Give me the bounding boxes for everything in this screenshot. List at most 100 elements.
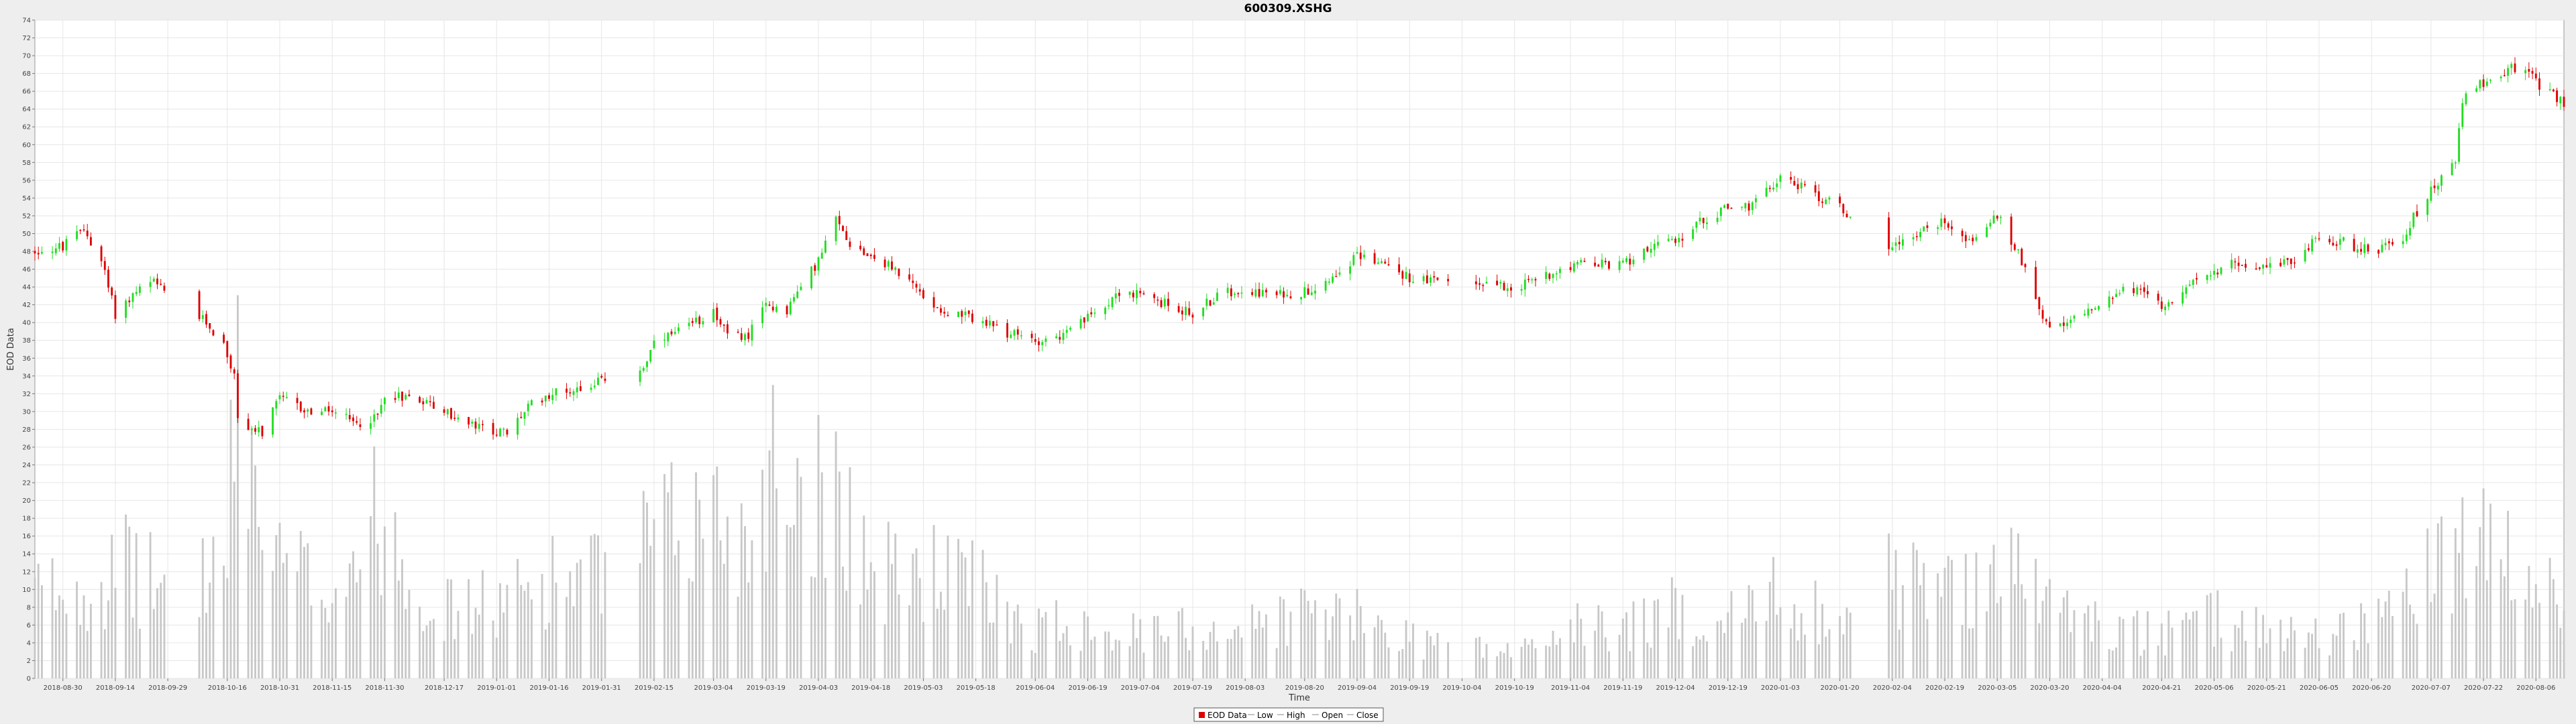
candle-down: [1209, 300, 1212, 306]
candle-up: [1825, 199, 1827, 204]
candle-down: [2335, 244, 2338, 246]
volume-bar: [65, 613, 68, 678]
candle-up: [1020, 335, 1022, 337]
y-tick-label: 30: [22, 408, 31, 416]
volume-bar: [1601, 611, 1603, 678]
candle-up: [981, 321, 984, 324]
candle-down: [1426, 275, 1428, 284]
candle-up: [2304, 249, 2306, 261]
candle-up: [1975, 237, 1978, 241]
candle-down: [698, 316, 701, 324]
candle-up: [517, 418, 519, 435]
candle-up: [789, 302, 792, 314]
volume-bar: [2454, 528, 2457, 678]
x-tick-label: 2019-04-18: [851, 684, 890, 692]
candle-up: [1621, 260, 1624, 263]
volume-bar: [569, 571, 572, 678]
candle-up: [576, 387, 578, 393]
volume-bar: [2563, 611, 2565, 678]
volume-bar: [114, 587, 117, 678]
candle-down: [2041, 310, 2044, 319]
candle-up: [1163, 298, 1166, 307]
volume-bar: [2241, 611, 2243, 678]
candle-down: [1090, 312, 1093, 314]
candle-down: [985, 320, 987, 326]
volume-bar: [820, 472, 823, 678]
volume-bar: [1412, 623, 1414, 678]
volume-bar: [2045, 586, 2047, 678]
candle-down: [1474, 281, 1477, 284]
candle-up: [810, 266, 813, 289]
candle-down: [1230, 288, 1232, 296]
candle-up: [695, 317, 697, 322]
candle-up: [275, 401, 278, 409]
volume-bar: [971, 540, 973, 678]
volume-bar: [2182, 619, 2184, 678]
candle-down: [1307, 288, 1309, 295]
volume-bar: [527, 582, 529, 678]
volume-bar: [2059, 612, 2061, 678]
candle-down: [163, 286, 166, 291]
candle-down: [1510, 287, 1512, 291]
x-axis-label: Time: [1288, 693, 1310, 703]
y-tick-label: 72: [22, 35, 31, 42]
candle-down: [331, 410, 333, 412]
volume-bar: [2122, 619, 2125, 678]
volume-bar: [492, 620, 494, 678]
candle-up: [678, 327, 680, 332]
volume-bar: [1772, 556, 1774, 678]
x-tick-label: 2019-10-19: [1495, 684, 1534, 692]
candle-up: [2412, 212, 2415, 227]
volume-bar: [1108, 631, 1110, 678]
candle-up: [2458, 128, 2461, 162]
candle-down: [940, 308, 942, 313]
legend-label-eod: EOD Data: [1208, 711, 1247, 720]
volume-bar: [1790, 628, 1792, 678]
candle-down: [1006, 323, 1009, 338]
candle-down: [1482, 285, 1485, 286]
candle-up: [40, 251, 43, 254]
x-gridlines: [62, 20, 2536, 678]
volume-bar: [100, 582, 103, 678]
candle-up: [1349, 266, 1352, 274]
volume-bar: [1719, 620, 1722, 678]
candle-up: [2409, 228, 2412, 236]
candle-up: [674, 332, 676, 334]
volume-bar: [1947, 556, 1949, 678]
volume-bar: [1338, 598, 1341, 678]
candle-down: [2234, 261, 2237, 263]
volume-bar: [352, 551, 354, 678]
candle-up: [1136, 290, 1138, 298]
volume-bar: [373, 446, 376, 678]
volume-bar: [2073, 610, 2076, 678]
volume-bar: [1894, 550, 1897, 678]
volume-bar: [1083, 611, 1085, 678]
volume-bar: [1520, 646, 1523, 678]
candle-down: [891, 261, 893, 270]
volume-bar: [131, 617, 134, 678]
candle-down: [433, 402, 435, 409]
volume-bar: [996, 575, 998, 678]
volume-bar: [1384, 632, 1387, 678]
volume-bar: [1580, 618, 1582, 678]
volume-bar: [800, 477, 802, 678]
candle-up: [2384, 243, 2387, 245]
volume-bar: [2066, 590, 2068, 678]
volume-bar: [1069, 645, 1071, 678]
x-tick-label: 2019-02-15: [635, 684, 674, 692]
candle-up: [2098, 306, 2100, 310]
volume-bar: [79, 624, 82, 678]
candle-up: [1212, 302, 1215, 305]
candle-up: [646, 361, 648, 367]
volume-bar: [2524, 599, 2527, 678]
candle-down: [2013, 244, 2016, 250]
volume-bar: [149, 532, 152, 678]
volume-bar: [1398, 651, 1401, 678]
volume-bar: [1114, 640, 1117, 678]
volume-bar: [1010, 644, 1012, 678]
candle-down: [1527, 279, 1529, 280]
volume-bar: [918, 578, 921, 678]
candle-down: [849, 241, 851, 247]
volume-bar: [2021, 584, 2023, 678]
x-tick-label: 2020-07-07: [2412, 684, 2451, 692]
